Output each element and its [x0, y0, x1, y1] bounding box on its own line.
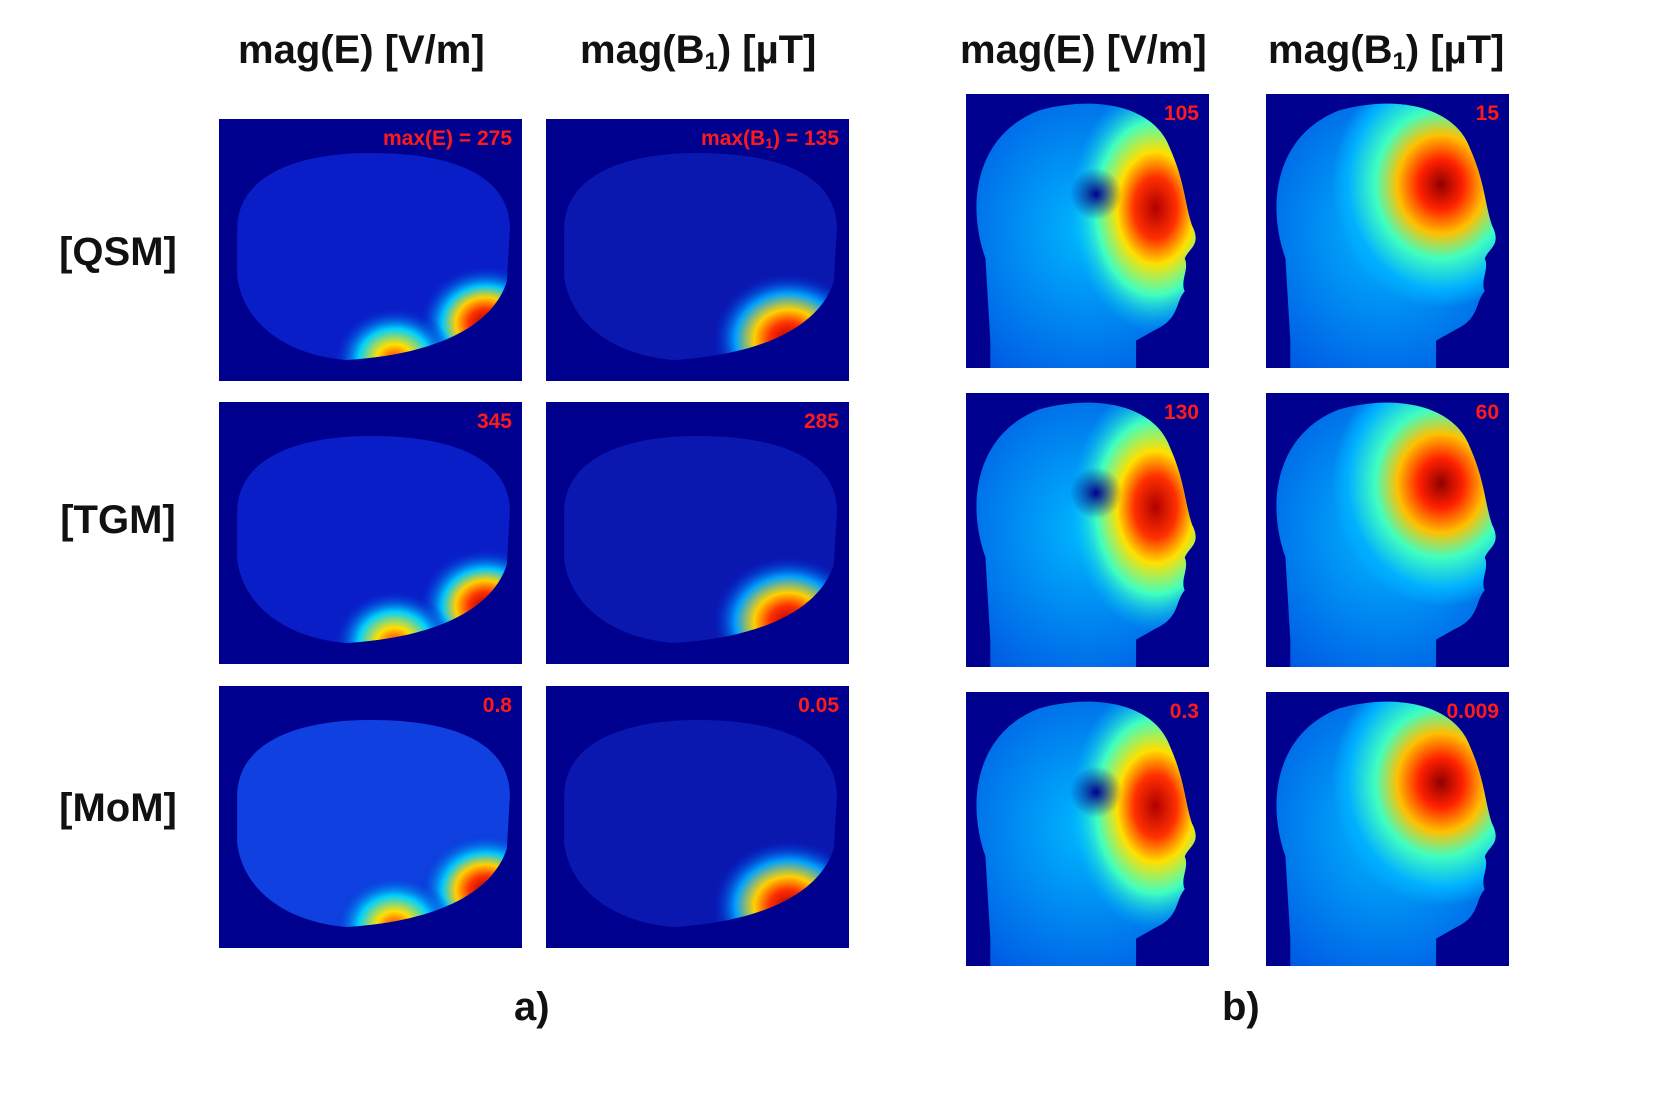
map-head-e-row2: 130	[966, 393, 1209, 667]
max-label: 105	[1163, 102, 1199, 125]
panel-a-label: a)	[514, 985, 550, 1029]
panel-a-col-b-header: mag(B1) [µT]	[580, 28, 817, 75]
max-label: 285	[803, 410, 839, 433]
map-head-e-row3: 0.3	[966, 692, 1209, 966]
max-label: 0.8	[482, 694, 512, 717]
map-tgm-e-ellipse: 345	[219, 402, 522, 664]
max-label: max(E) = 275	[383, 127, 512, 150]
panel-b-label: b)	[1222, 985, 1260, 1029]
max-label: max(B1) = 135	[701, 127, 839, 151]
map-mom-e-ellipse: 0.8	[219, 686, 522, 948]
map-head-b-row2: 60	[1266, 393, 1509, 667]
map-qsm-e-ellipse: max(E) = 275	[219, 119, 522, 381]
max-label: 0.009	[1446, 700, 1499, 723]
row-label-mom: [MoM]	[59, 786, 177, 830]
panel-b-col-b-header: mag(B1) [µT]	[1268, 28, 1505, 75]
max-label: 0.05	[798, 694, 839, 717]
map-head-b-row1: 15	[1266, 94, 1509, 368]
row-label-tgm: [TGM]	[60, 498, 176, 542]
map-head-b-row3: 0.009	[1266, 692, 1509, 966]
row-label-qsm: [QSM]	[59, 230, 177, 274]
map-tgm-b-ellipse: 285	[546, 402, 849, 664]
max-label: 60	[1475, 401, 1499, 424]
max-label: 0.3	[1169, 700, 1199, 723]
map-qsm-b-ellipse: max(B1) = 135	[546, 119, 849, 381]
max-label: 15	[1475, 102, 1499, 125]
panel-b-col-e-header: mag(E) [V/m]	[960, 28, 1207, 72]
max-label: 130	[1163, 401, 1199, 424]
map-head-e-row1: 105	[966, 94, 1209, 368]
max-label: 345	[476, 410, 512, 433]
panel-a-col-e-header: mag(E) [V/m]	[238, 28, 485, 72]
map-mom-b-ellipse: 0.05	[546, 686, 849, 948]
